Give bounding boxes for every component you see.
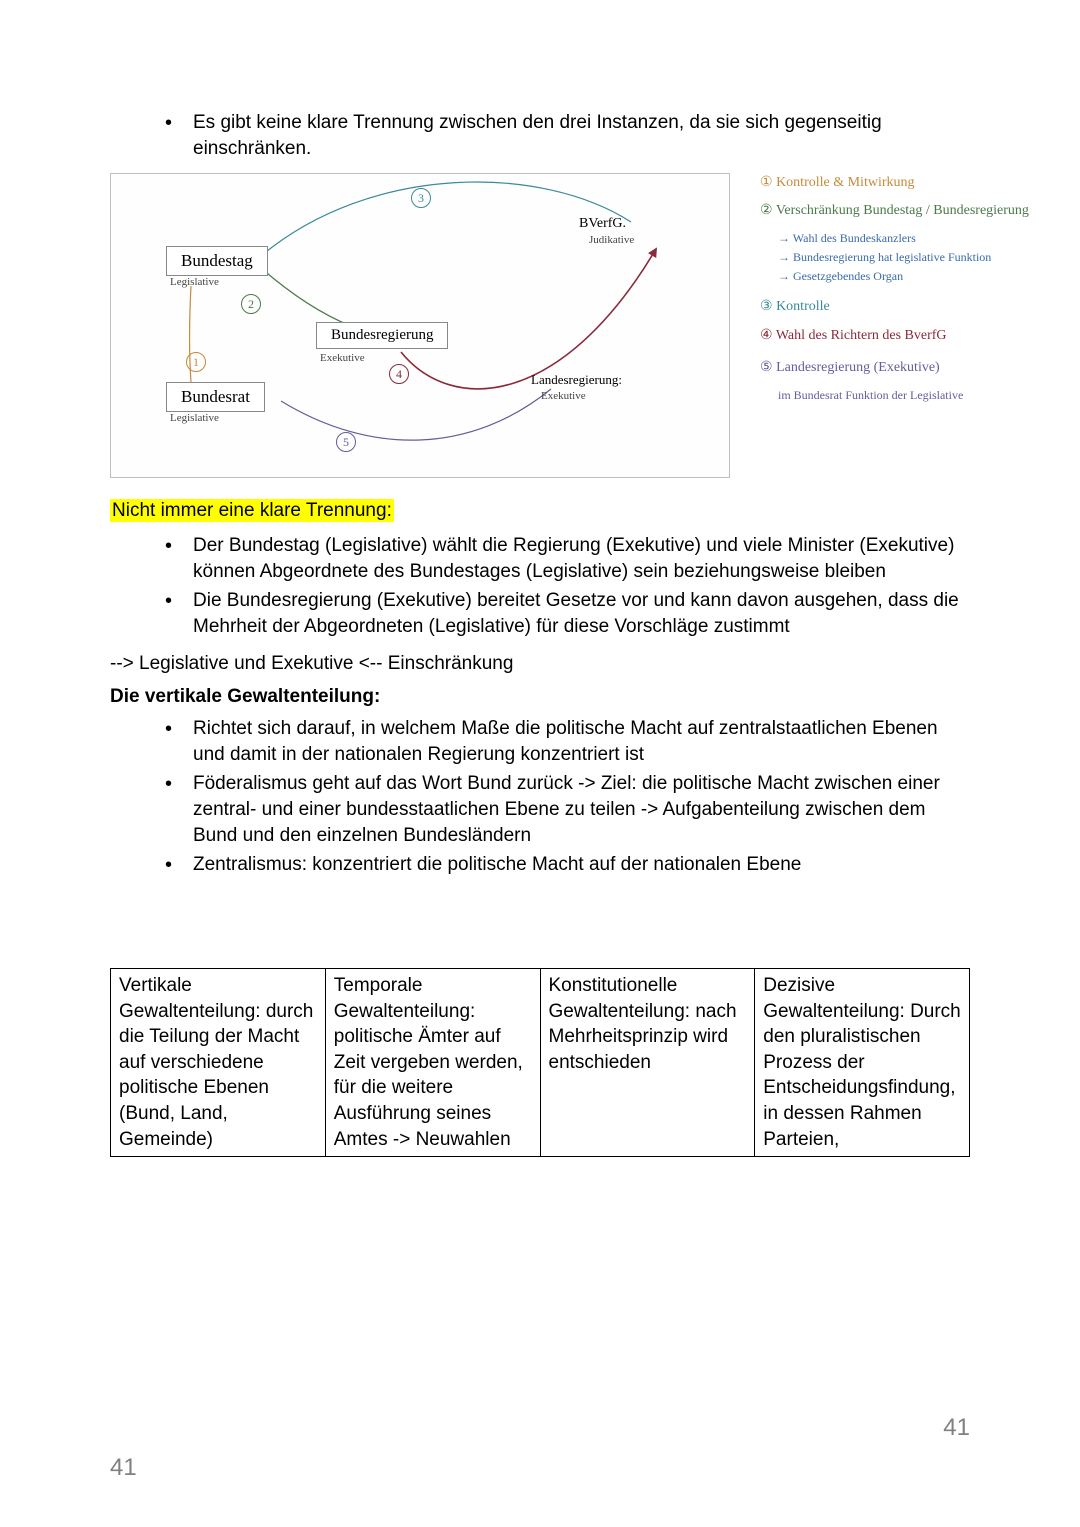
diagram-arc	[261, 268, 351, 326]
list-item: Die Bundesregierung (Exekutive) bereitet…	[165, 588, 970, 639]
legend-text: Wahl des Richtern des BverfG	[776, 328, 947, 343]
legend-sub: im Bundesrat Funktion der Legislative	[778, 386, 1060, 405]
list-item: Richtet sich darauf, in welchem Maße die…	[165, 716, 970, 767]
legend-sub: → Wahl des Bundeskanzlers	[778, 229, 1060, 248]
table-cell: Konstitutionelle Gewaltenteilung: nach M…	[540, 968, 755, 1156]
lower-list: Richtet sich darauf, in welchem Maße die…	[110, 716, 970, 878]
legend-text: Landesregierung (Exekutive)	[776, 360, 940, 375]
highlight-line: Nicht immer eine klare Trennung:	[110, 498, 970, 525]
list-item: Es gibt keine klare Trennung zwischen de…	[165, 110, 970, 161]
diagram-sublabel: Exekutive	[541, 390, 586, 402]
table-cell: Dezisive Gewaltenteilung: Durch den plur…	[755, 968, 970, 1156]
diagram-container: BundestagLegislativeBundesratLegislative…	[110, 173, 730, 478]
legend-num: ②	[760, 203, 773, 218]
diagram-box-bundesrat: Bundesrat	[166, 382, 265, 412]
legend-num: ④	[760, 328, 773, 343]
legend-sub: → Bundesregierung hat legislative Funkti…	[778, 248, 1060, 267]
page-number: 41	[110, 1454, 137, 1482]
diagram-sublabel: Exekutive	[320, 352, 365, 364]
highlight-text: Nicht immer eine klare Trennung:	[110, 499, 394, 522]
legend-text: Verschränkung Bundestag / Bundesregierun…	[776, 203, 1029, 218]
list-item: Der Bundestag (Legislative) wählt die Re…	[165, 533, 970, 584]
diagram-box-landesregierung: Landesregierung:	[531, 372, 622, 388]
diagram-sublabel: Legislative	[170, 412, 219, 424]
list-item: Föderalismus geht auf das Wort Bund zurü…	[165, 771, 970, 848]
page-number: 41	[943, 1414, 970, 1442]
table-cell: Temporale Gewaltenteilung: politische Äm…	[325, 968, 540, 1156]
intro-list: Es gibt keine klare Trennung zwischen de…	[110, 110, 970, 161]
mid-list: Der Bundestag (Legislative) wählt die Re…	[110, 533, 970, 640]
list-item: Zentralismus: konzentriert die politisch…	[165, 852, 970, 878]
diagram-box-bundestag: Bundestag	[166, 246, 268, 276]
gewaltenteilung-table: Vertikale Gewaltenteilung: durch die Tei…	[110, 968, 970, 1157]
arrow-line: --> Legislative und Exekutive <-- Einsch…	[110, 651, 970, 678]
diagram-legend: ① Kontrolle & Mitwirkung ② Verschränkung…	[760, 172, 1060, 405]
legend-num: ⑤	[760, 360, 773, 375]
diagram-arc	[261, 182, 631, 256]
diagram-sublabel: Judikative	[589, 234, 634, 246]
legend-text: Kontrolle	[776, 299, 830, 314]
section-heading: Die vertikale Gewaltenteilung:	[110, 686, 970, 708]
diagram-box-bundesregierung: Bundesregierung	[316, 322, 448, 349]
diagram-arc	[401, 249, 656, 389]
diagram-arc	[281, 389, 551, 440]
legend-num: ③	[760, 299, 773, 314]
diagram-sublabel: Legislative	[170, 276, 219, 288]
legend-text: Kontrolle & Mitwirkung	[776, 175, 914, 190]
legend-num: ①	[760, 175, 773, 190]
table-row: Vertikale Gewaltenteilung: durch die Tei…	[111, 968, 970, 1156]
legend-sub: → Gesetzgebendes Organ	[778, 267, 1060, 286]
table-cell: Vertikale Gewaltenteilung: durch die Tei…	[111, 968, 326, 1156]
diagram-box-bverfg: BVerfG.	[579, 216, 626, 232]
